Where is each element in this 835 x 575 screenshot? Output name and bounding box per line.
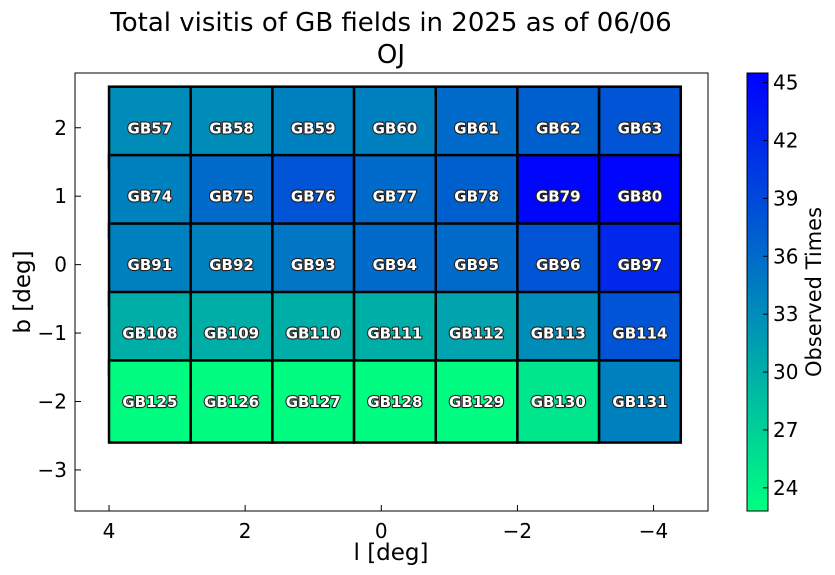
field-label: GB130 (531, 393, 586, 411)
y-tick-label: −2 (38, 390, 67, 414)
plot-frame (74, 72, 709, 512)
field-label: GB113 (531, 325, 586, 343)
heatmap-cells (107, 85, 683, 444)
field-label: GB114 (612, 325, 667, 343)
heatmap-cell-labels: GB57 GB58 GB59 GB60 GB61 GB62 GB63 GB74 GB75 GB76… (121, 118, 668, 412)
field-label: GB60 (373, 119, 418, 137)
chart-title: Total visitis of GB fields in 2025 as of… (109, 8, 671, 38)
colorbar-tick-label: 27 (773, 418, 798, 442)
field-label: GB61 (454, 119, 499, 137)
field-label: GB75 (209, 188, 254, 206)
field-label: GB95 (454, 256, 499, 274)
field-label: GB126 (204, 393, 259, 411)
field-label: GB129 (449, 393, 504, 411)
y-axis-ticks: 2 1 0 −1 −2 −3 (38, 116, 81, 482)
field-label: GB58 (209, 119, 254, 137)
field-label: GB93 (291, 256, 336, 274)
field-label: GB108 (122, 325, 177, 343)
colorbar-tick-label: 39 (773, 186, 798, 210)
field-label: GB128 (367, 393, 422, 411)
y-tick-label: −3 (38, 458, 67, 482)
field-label: GB79 (536, 188, 581, 206)
colorbar-tick-label: 24 (773, 476, 798, 500)
colorbar-tick-label: 30 (773, 360, 798, 384)
colorbar-tick-label: 45 (773, 71, 798, 95)
y-tick-label: −1 (38, 321, 67, 345)
y-tick-label: 1 (54, 184, 67, 208)
field-label: GB111 (367, 325, 422, 343)
heatmap-cell (516, 359, 601, 444)
y-axis-label: b [deg] (10, 250, 36, 333)
field-label: GB125 (122, 393, 177, 411)
field-label: GB109 (204, 325, 259, 343)
chart-subtitle: OJ (377, 40, 405, 70)
x-tick-label: −2 (503, 519, 532, 543)
field-label: GB57 (128, 119, 173, 137)
heatmap-cell (271, 359, 356, 444)
field-label: GB96 (536, 256, 581, 274)
field-label: GB131 (612, 393, 667, 411)
field-label: GB110 (286, 325, 341, 343)
y-tick-label: 0 (54, 253, 67, 277)
field-label: GB94 (373, 256, 418, 274)
colorbar-tick-label: 33 (773, 302, 798, 326)
field-label: GB97 (618, 256, 663, 274)
colorbar-tick-label: 36 (773, 244, 798, 268)
field-label: GB91 (128, 256, 173, 274)
field-label: GB92 (209, 256, 254, 274)
field-label: GB63 (618, 119, 663, 137)
x-tick-label: 0 (375, 519, 388, 543)
colorbar-ticks: 24 27 30 33 36 39 42 45 (763, 71, 798, 500)
field-label: GB112 (449, 325, 504, 343)
colorbar-label: Observed Times (802, 207, 826, 377)
x-tick-label: 2 (239, 519, 252, 543)
y-tick-label: 2 (54, 116, 67, 140)
field-label: GB74 (128, 188, 173, 206)
field-label: GB62 (536, 119, 581, 137)
field-label: GB76 (291, 188, 336, 206)
x-tick-label: −4 (639, 519, 668, 543)
heatmap-cell (597, 359, 683, 444)
x-axis-ticks: 4 2 0 −2 −4 (103, 505, 668, 543)
colorbar (746, 72, 769, 512)
x-axis-label: l [deg] (354, 540, 429, 566)
field-label: GB127 (286, 393, 341, 411)
field-label: GB59 (291, 119, 336, 137)
colorbar-tick-label: 42 (773, 129, 798, 153)
heatmap-cell (107, 359, 192, 444)
x-tick-label: 4 (103, 519, 116, 543)
field-label: GB80 (618, 188, 663, 206)
field-label: GB77 (373, 188, 418, 206)
field-label: GB78 (454, 188, 499, 206)
